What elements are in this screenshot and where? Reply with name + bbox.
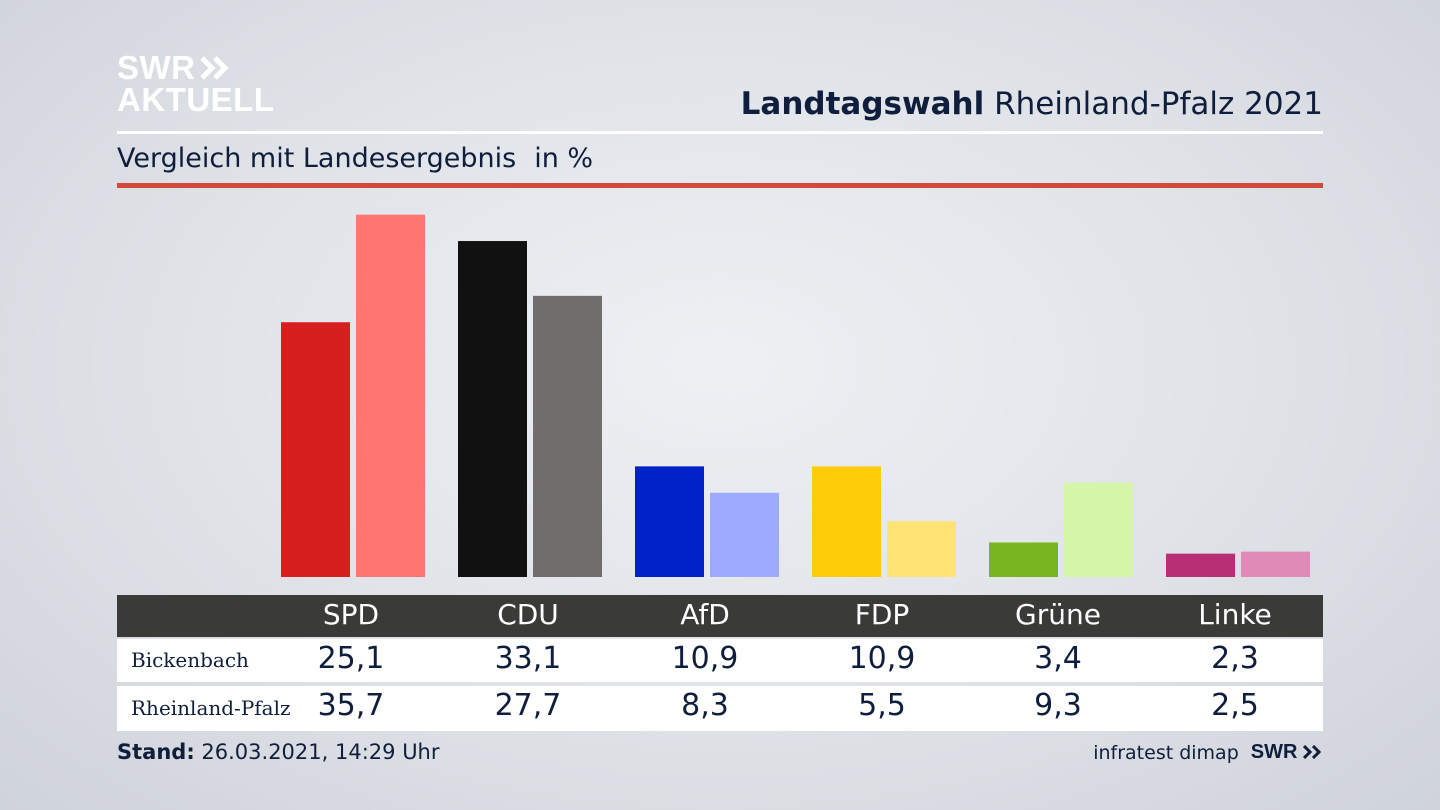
value-cell: 10,9 — [848, 641, 916, 676]
bar-gruene-bickenbach — [989, 542, 1058, 577]
subtitle-divider — [117, 183, 1323, 188]
row-label-bickenbach: Bickenbach — [131, 648, 249, 672]
page-title: Landtagswahl Rheinland-Pfalz 2021 — [741, 86, 1323, 122]
value-cell: 9,3 — [1034, 688, 1082, 723]
subtitle-unit: in % — [534, 143, 594, 174]
swr-small-logo: SWR — [1251, 741, 1323, 764]
bar-linke-rheinland-pfalz — [1241, 551, 1310, 577]
row-label-rheinland-pfalz: Rheinland-Pfalz — [131, 696, 291, 720]
header-cell-linke: Linke — [1198, 598, 1272, 631]
bar-linke-bickenbach — [1166, 553, 1235, 577]
header-cell-afd: AfD — [680, 598, 730, 631]
title-rest: Rheinland-Pfalz 2021 — [994, 86, 1323, 122]
header-cell-spd: SPD — [322, 598, 380, 631]
double-chevron-icon — [199, 56, 229, 80]
value-cell: 8,3 — [681, 688, 729, 723]
chart-subtitle: Vergleich mit Landesergebnis in % — [117, 143, 593, 174]
subtitle-text: Vergleich mit Landesergebnis — [117, 143, 517, 174]
stand-label: Stand: — [117, 740, 195, 764]
title-divider — [117, 131, 1323, 134]
double-chevron-icon — [1302, 744, 1322, 760]
bar-chart — [281, 214, 1310, 577]
value-cell: 33,1 — [494, 641, 562, 676]
source-credit: infratest dimap SWR — [1093, 741, 1323, 764]
bar-spd-bickenbach — [281, 322, 350, 577]
header-cell-gruene: Grüne — [1015, 598, 1101, 631]
value-cell: 2,3 — [1211, 641, 1259, 676]
stand-timestamp: Stand: 26.03.2021, 14:29 Uhr — [117, 740, 440, 764]
bar-spd-rheinland-pfalz — [356, 214, 425, 577]
swr-aktuell-logo: SWR AKTUELL — [117, 49, 275, 118]
bar-afd-bickenbach — [635, 466, 704, 577]
value-cell: 3,4 — [1034, 641, 1082, 676]
header-cell-fdp: FDP — [854, 598, 910, 631]
table-row: Bickenbach 25,1 33,1 10,9 10,9 3,4 2,3 — [117, 639, 1323, 682]
bar-cdu-bickenbach — [458, 241, 527, 577]
bar-cdu-rheinland-pfalz — [533, 295, 602, 577]
value-cell: 35,7 — [317, 688, 385, 723]
logo-text-swr: SWR — [117, 49, 196, 86]
header-cell-cdu: CDU — [497, 598, 559, 631]
bar-fdp-bickenbach — [812, 466, 881, 577]
logo-text-aktuell: AKTUELL — [117, 81, 275, 118]
value-cell: 25,1 — [317, 641, 385, 676]
value-cell: 2,5 — [1211, 688, 1259, 723]
bar-afd-rheinland-pfalz — [710, 492, 779, 577]
source-text: infratest dimap — [1093, 741, 1239, 764]
value-cell: 5,5 — [858, 688, 906, 723]
value-cell: 27,7 — [494, 688, 562, 723]
stand-value: 26.03.2021, 14:29 Uhr — [201, 740, 440, 764]
value-cell: 10,9 — [671, 641, 739, 676]
table-header: SPD CDU AfD FDP Grüne Linke — [117, 595, 1323, 637]
bar-fdp-rheinland-pfalz — [887, 521, 956, 577]
table-row: Rheinland-Pfalz 35,7 27,7 8,3 5,5 9,3 2,… — [117, 686, 1323, 731]
title-bold: Landtagswahl — [740, 86, 985, 122]
swr-small-logo-text: SWR — [1250, 741, 1298, 763]
bar-gruene-rheinland-pfalz — [1064, 482, 1133, 577]
